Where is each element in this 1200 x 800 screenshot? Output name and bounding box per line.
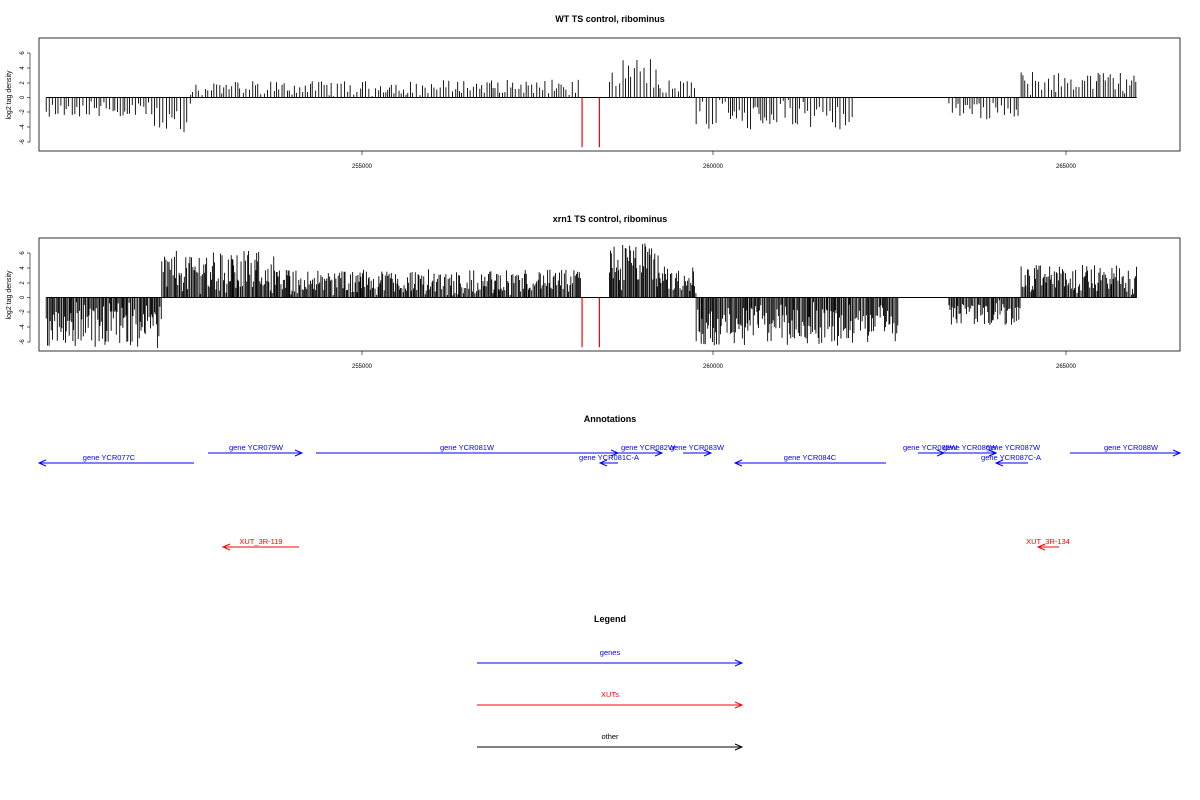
wt-x-tick-label: 260000 bbox=[703, 164, 724, 170]
legend-item: XUTs bbox=[477, 690, 744, 709]
legend-arrowhead bbox=[734, 659, 744, 667]
xrn1-y-tick-label: -2 bbox=[20, 309, 26, 315]
annotations-title: Annotations bbox=[584, 414, 637, 424]
gene-annotation: gene YCR088W bbox=[1070, 443, 1182, 457]
gene-arrowhead bbox=[598, 459, 608, 467]
gene-arrowhead bbox=[37, 459, 47, 467]
xrn1-axes-group: 6 4 2 0 -2 -4 -6 255000 260000 265000 bbox=[20, 251, 1077, 370]
gene-label: gene YCR087C-A bbox=[981, 453, 1041, 462]
xrn1-bars-group bbox=[45, 243, 1137, 348]
gene-arrowhead bbox=[703, 449, 713, 457]
xut-annotation: XUT_3R-119 bbox=[221, 537, 299, 551]
legend-label: genes bbox=[600, 648, 621, 657]
legend-item: genes bbox=[477, 648, 744, 667]
wt-ylabel: log2 tag density bbox=[6, 70, 13, 120]
gene-label: gene YCR081C-A bbox=[579, 453, 639, 462]
gene-label: gene YCR083W bbox=[670, 443, 725, 452]
gene-arrowhead bbox=[988, 449, 998, 457]
legend-label: XUTs bbox=[601, 690, 619, 699]
gene-annotation: gene YCR082W bbox=[618, 443, 676, 457]
xrn1-x-tick-label: 265000 bbox=[1056, 364, 1077, 370]
legend: Legend genes XUTs other bbox=[477, 614, 744, 751]
xut-arrowhead bbox=[221, 543, 231, 551]
wt-y-tick-label: -4 bbox=[20, 124, 26, 130]
gene-label: gene YCR081W bbox=[440, 443, 495, 452]
gene-annotation: gene YCR077C bbox=[37, 453, 194, 467]
wt-bars-group bbox=[45, 59, 1137, 148]
xrn1-y-tick-label: -4 bbox=[20, 324, 26, 330]
wt-y-tick-label: -2 bbox=[20, 109, 26, 115]
wt-density-panel: WT TS control, ribominus log2 tag densit… bbox=[6, 14, 1181, 170]
xrn1-density-panel: xrn1 TS control, ribominus log2 tag dens… bbox=[6, 214, 1181, 370]
wt-x-tick-label: 265000 bbox=[1056, 164, 1077, 170]
gene-annotation: gene YCR083W bbox=[670, 443, 725, 457]
wt-y-tick-label: 6 bbox=[20, 51, 26, 55]
gene-arrowhead bbox=[1172, 449, 1182, 457]
xrn1-y-tick-label: 0 bbox=[20, 295, 26, 299]
legend-arrowhead bbox=[734, 701, 744, 709]
gene-arrowhead bbox=[654, 449, 664, 457]
gene-label: gene YCR079W bbox=[229, 443, 284, 452]
legend-items: genes XUTs other bbox=[477, 648, 744, 751]
gene-annotation: gene YCR087C-A bbox=[981, 453, 1041, 467]
xrn1-y-tick-label: 4 bbox=[20, 266, 26, 270]
gene-label: gene YCR088W bbox=[1104, 443, 1159, 452]
gene-annotation: gene YCR084C bbox=[733, 453, 886, 467]
legend-arrowhead bbox=[734, 743, 744, 751]
legend-title: Legend bbox=[594, 614, 626, 624]
wt-x-tick-label: 255000 bbox=[352, 164, 373, 170]
legend-item: other bbox=[477, 732, 744, 751]
gene-label: gene YCR082W bbox=[621, 443, 676, 452]
legend-label: other bbox=[601, 732, 619, 741]
gene-arrowhead bbox=[994, 459, 1004, 467]
wt-panel-title: WT TS control, ribominus bbox=[555, 14, 665, 24]
xrn1-x-tick-label: 260000 bbox=[703, 364, 724, 370]
xrn1-y-tick-label: 2 bbox=[20, 281, 26, 285]
xrn1-plot-frame bbox=[38, 237, 1181, 352]
gene-annotation: gene YCR079W bbox=[208, 443, 304, 457]
xut-annotations: XUT_3R-119 XUT_3R-134 bbox=[221, 537, 1070, 551]
wt-y-tick-label: 4 bbox=[20, 66, 26, 70]
wt-y-tick-label: -6 bbox=[20, 139, 26, 145]
xrn1-y-tick-label: 6 bbox=[20, 251, 26, 255]
gene-annotation: gene YCR087W bbox=[983, 443, 1041, 457]
gene-label: gene YCR077C bbox=[83, 453, 136, 462]
xrn1-x-tick-label: 255000 bbox=[352, 364, 373, 370]
wt-y-tick-label: 2 bbox=[20, 81, 26, 85]
xrn1-panel-title: xrn1 TS control, ribominus bbox=[553, 214, 668, 224]
gene-annotation: gene YCR081W bbox=[316, 443, 620, 457]
wt-axes-group: 6 4 2 0 -2 -4 -6 255000 260000 265000 bbox=[20, 51, 1077, 170]
xut-label: XUT_3R-134 bbox=[1026, 537, 1070, 546]
xut-annotation: XUT_3R-134 bbox=[1026, 537, 1070, 551]
gene-label: gene YCR084C bbox=[784, 453, 837, 462]
gene-arrowhead bbox=[733, 459, 743, 467]
xut-label: XUT_3R-119 bbox=[239, 537, 282, 546]
gene-annotation: gene YCR081C-A bbox=[579, 453, 639, 467]
wt-y-tick-label: 0 bbox=[20, 95, 26, 99]
wt-plot-frame bbox=[38, 37, 1181, 152]
gene-label: gene YCR087W bbox=[986, 443, 1041, 452]
gene-annotations: gene YCR077C gene YCR079W gene YCR081W gene… bbox=[37, 443, 1182, 467]
xrn1-ylabel: log2 tag density bbox=[6, 270, 13, 320]
xut-arrowhead bbox=[1036, 543, 1046, 551]
gene-arrowhead bbox=[294, 449, 304, 457]
gene-label: gene YCR085W bbox=[903, 443, 958, 452]
gene-label: gene YCR086W bbox=[943, 443, 998, 452]
xrn1-y-tick-label: -6 bbox=[20, 339, 26, 345]
